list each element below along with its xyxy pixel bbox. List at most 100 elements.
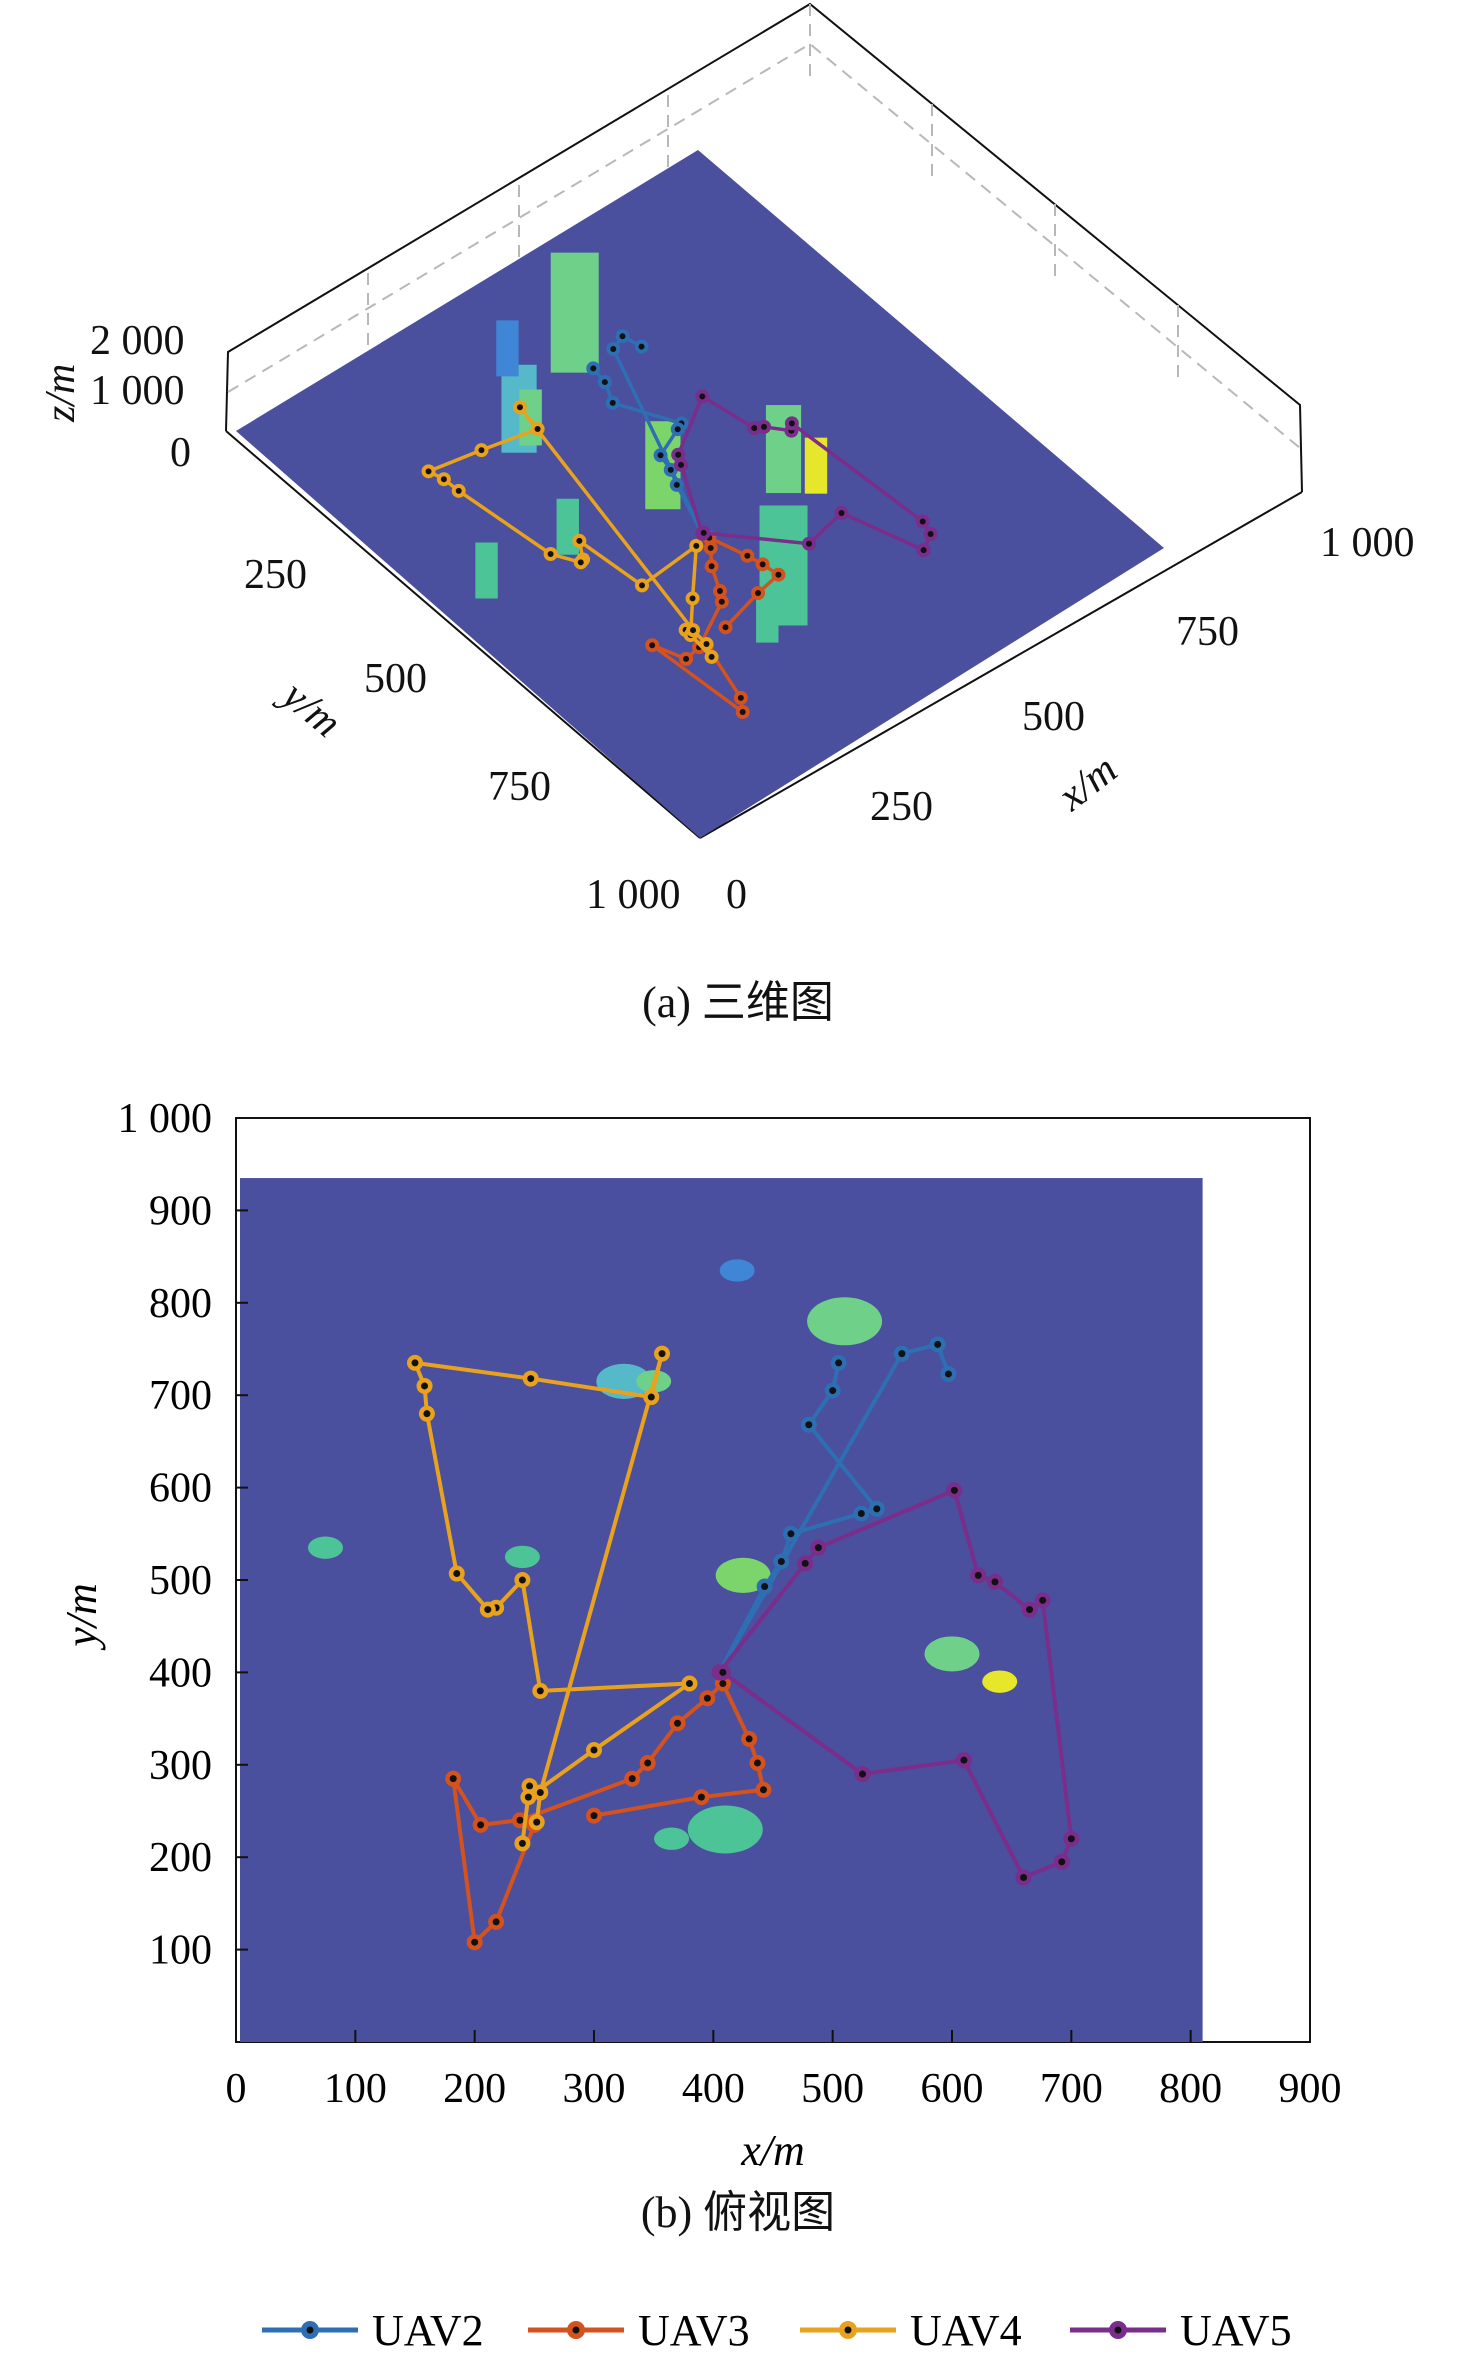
waypoint-center-3d [677,461,684,468]
building-top [308,1536,343,1559]
waypoint-center-3d [700,529,707,536]
legend-marker-center [306,2326,314,2334]
y-tick-label: 800 [149,1281,212,1327]
waypoint-center [991,1578,999,1586]
waypoint-center-3d [761,423,768,430]
x-tick-label: 100 [324,2066,387,2112]
waypoint-center [719,1679,727,1687]
waypoint-center [536,1789,544,1797]
uav-path-3d-uav3 [651,534,782,716]
waypoint-center [1039,1596,1047,1604]
y-tick-label: 500 [149,1558,212,1604]
waypoint-center-3d [707,545,714,552]
waypoint-center-3d [689,595,696,602]
z-tick-label: 1 000 [90,368,185,414]
building-top [924,1636,980,1672]
waypoint-center-3d [638,343,645,350]
building-top [687,1805,763,1854]
waypoint-center-3d [838,509,845,516]
waypoint-center [1020,1874,1028,1882]
waypoint-center [801,1559,809,1567]
waypoint-center [644,1759,652,1767]
waypoint-center-3d [699,393,706,400]
waypoint-center [423,1410,431,1418]
terrain-surface [236,150,1164,838]
building-3d [519,389,542,446]
waypoint-center-3d [576,537,583,544]
chart-3d-view: 2 000 1 000 0 z/m 250 500 750 1 000 y/m … [38,2,1415,918]
waypoint-center [453,1570,461,1578]
waypoint-center-3d [751,425,758,432]
x-tick-label: 300 [563,2066,626,2112]
y-tick-label: 300 [149,1743,212,1789]
building-3d [804,437,828,494]
y-tick-label: 1 000 [118,1096,213,1142]
waypoint-center-3d [775,571,782,578]
waypoint-center [526,1782,534,1790]
y-tick-label: 700 [149,1373,212,1419]
waypoint-center-3d [675,451,682,458]
uav-path-uav3 [451,1680,766,1947]
waypoint-center-3d [703,641,710,648]
waypoint-center-3d [590,365,597,372]
waypoint-center [492,1918,500,1926]
y-tick-label: 1 000 [586,872,681,918]
legend-marker-center [844,2326,852,2334]
x-tick-label: 700 [1040,2066,1103,2112]
waypoint-center-3d [649,642,656,649]
waypoint-center [449,1775,457,1783]
waypoint-center-3d [737,694,744,701]
uav-paths-top [407,1336,1080,1951]
waypoint-center-3d [759,561,766,568]
y-axis-label: y/m [57,1583,106,1651]
waypoint-center [835,1359,843,1367]
waypoint-center [471,1938,479,1946]
waypoint-center-3d [667,466,674,473]
building-3d [496,320,519,377]
waypoint-center-3d [657,452,664,459]
legend: UAV2 UAV3 UAV4 UAV5 [262,2306,1292,2355]
waypoint-center [898,1350,906,1358]
building-top [807,1297,883,1346]
building-top [654,1827,690,1850]
y-tick-label: 100 [149,1928,212,1974]
waypoint-center [628,1775,636,1783]
waypoint-center [960,1756,968,1764]
y-axis-label: y/m [271,670,350,747]
y-tick-label: 200 [149,1835,212,1881]
waypoint-center [674,1719,682,1727]
x-tick-label: 500 [801,2066,864,2112]
waypoint-center-3d [919,518,926,525]
waypoint-center-3d [425,468,432,475]
y-tick-label: 600 [149,1466,212,1512]
waypoint-center [859,1770,866,1778]
waypoint-center [590,1812,598,1820]
waypoint-center [527,1375,535,1383]
axis-ticks: 0 100 200 300 400 500 600 700 800 900 100 200 300 400… [118,1096,1342,2112]
x-tick-label: 1 000 [1320,520,1415,566]
waypoint-center-3d [788,420,795,427]
waypoint-center [787,1530,795,1538]
waypoint-center [518,1576,526,1584]
x-tick-label: 0 [726,872,747,918]
waypoint-center [805,1421,813,1429]
legend-label: UAV3 [638,2306,750,2355]
terrain-top-view [240,1178,1203,2042]
x-tick-label: 200 [443,2066,506,2112]
waypoint-center-3d [639,582,645,589]
waypoint-center [1067,1835,1075,1843]
waypoint-center-3d [577,559,584,566]
waypoint-center-3d [683,655,690,662]
waypoint-center-3d [534,425,541,432]
waypoint-center-3d [601,379,608,386]
waypoint-center [697,1793,705,1801]
waypoint-center [516,1816,524,1824]
waypoint-center [829,1387,837,1395]
waypoint-center [685,1679,693,1687]
building-top [719,1259,755,1282]
z-tick-label: 2 000 [90,318,185,364]
terrain-buildings-top [308,1259,1018,1854]
waypoint-center-3d [927,530,934,537]
waypoint-center-3d [609,399,616,406]
x-tick-label: 600 [921,2066,984,2112]
